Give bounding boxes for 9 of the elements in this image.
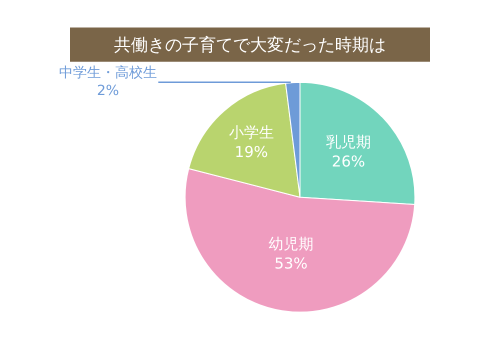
- data-label: 26%: [332, 152, 366, 170]
- slice-label: 幼児期: [268, 235, 314, 254]
- data-label: 53%: [274, 254, 308, 273]
- slice-label: 中学生・高校生: [59, 65, 157, 81]
- data-label: 2%: [96, 83, 120, 100]
- slice-label: 小学生: [228, 123, 274, 142]
- slice-label: 乳児期: [326, 132, 371, 151]
- data-label: 19%: [234, 142, 268, 161]
- chart-title: 共働きの子育てで大変だった時期は: [114, 36, 386, 56]
